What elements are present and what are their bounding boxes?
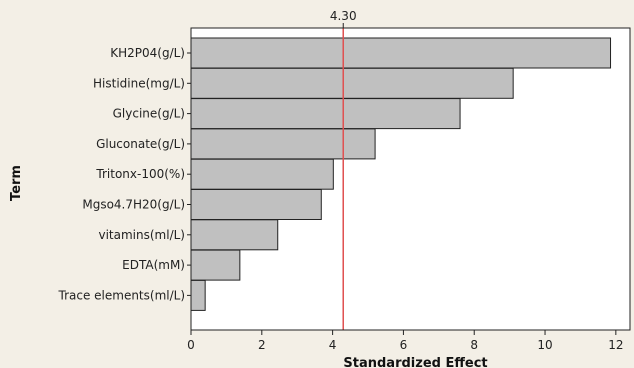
bar-2 bbox=[190, 67, 514, 99]
category-label-5: Tritonx-100(%) bbox=[95, 167, 185, 181]
x-tick-label-7: 12 bbox=[608, 338, 623, 352]
x-tick-label-1: 0 bbox=[187, 338, 195, 352]
bar-6 bbox=[190, 189, 322, 220]
bar-3 bbox=[190, 98, 461, 130]
bar-8 bbox=[190, 249, 241, 281]
bars-layer bbox=[190, 37, 612, 311]
x-tick-label-6: 10 bbox=[537, 338, 552, 352]
category-label-2: Histidine(mg/L) bbox=[93, 76, 185, 90]
x-axis-ticks: 0 2 4 6 8 10 12 bbox=[187, 330, 623, 352]
x-axis-title: Standardized Effect bbox=[343, 356, 487, 368]
y-axis-title: Term bbox=[9, 165, 24, 201]
x-tick-label-2: 2 bbox=[258, 338, 266, 352]
category-label-3: Glycine(g/L) bbox=[113, 107, 185, 121]
reference-line-label: 4.30 bbox=[330, 9, 357, 23]
bar-7 bbox=[190, 219, 279, 251]
category-label-7: vitamins(ml/L) bbox=[99, 228, 186, 242]
category-label-4: Gluconate(g/L) bbox=[96, 137, 185, 151]
bar-4 bbox=[190, 128, 376, 160]
category-label-8: EDTA(mM) bbox=[122, 258, 185, 272]
x-tick-label-3: 4 bbox=[329, 338, 337, 352]
bar-1 bbox=[190, 37, 612, 69]
x-tick-label-5: 8 bbox=[470, 338, 478, 352]
bar-5 bbox=[190, 158, 334, 190]
category-label-6: Mgso4.7H20(g/L) bbox=[82, 198, 185, 212]
category-label-9: Trace elements(ml/L) bbox=[58, 288, 186, 302]
category-labels: KH2P04(g/L) Histidine(mg/L) Glycine(g/L) Gl… bbox=[58, 46, 191, 302]
bar-9 bbox=[190, 279, 206, 311]
plot-frame bbox=[190, 27, 631, 331]
category-label-1: KH2P04(g/L) bbox=[110, 46, 185, 60]
x-tick-label-4: 6 bbox=[400, 338, 408, 352]
